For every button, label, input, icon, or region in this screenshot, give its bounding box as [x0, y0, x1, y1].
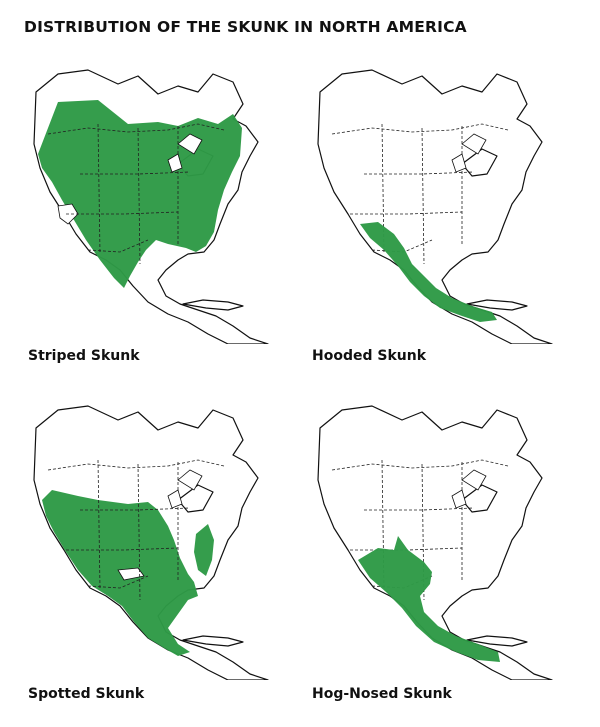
- range-hooded-skunk: [360, 222, 497, 322]
- figure-title: DISTRIBUTION OF THE SKUNK IN NORTH AMERI…: [24, 18, 467, 36]
- map-hog-nosed-skunk: [317, 405, 553, 680]
- map-panel-striped-skunk: Striped Skunk: [28, 64, 298, 364]
- range-hog-nosed-skunk: [358, 536, 500, 662]
- range-spotted-skunk-east: [194, 524, 214, 576]
- caption-hog-nosed-skunk: Hog-Nosed Skunk: [312, 686, 452, 702]
- map-panel-spotted-skunk: Spotted Skunk: [28, 400, 298, 702]
- map-panel-hog-nosed-skunk: Hog-Nosed Skunk: [312, 400, 582, 702]
- map-striped-skunk: [33, 69, 269, 344]
- map-hooded-skunk: [317, 69, 553, 344]
- caption-striped-skunk: Striped Skunk: [28, 348, 140, 364]
- caption-spotted-skunk: Spotted Skunk: [28, 686, 145, 702]
- map-panel-hooded-skunk: Hooded Skunk: [312, 64, 582, 364]
- map-spotted-skunk: [33, 405, 269, 680]
- caption-hooded-skunk: Hooded Skunk: [312, 348, 427, 364]
